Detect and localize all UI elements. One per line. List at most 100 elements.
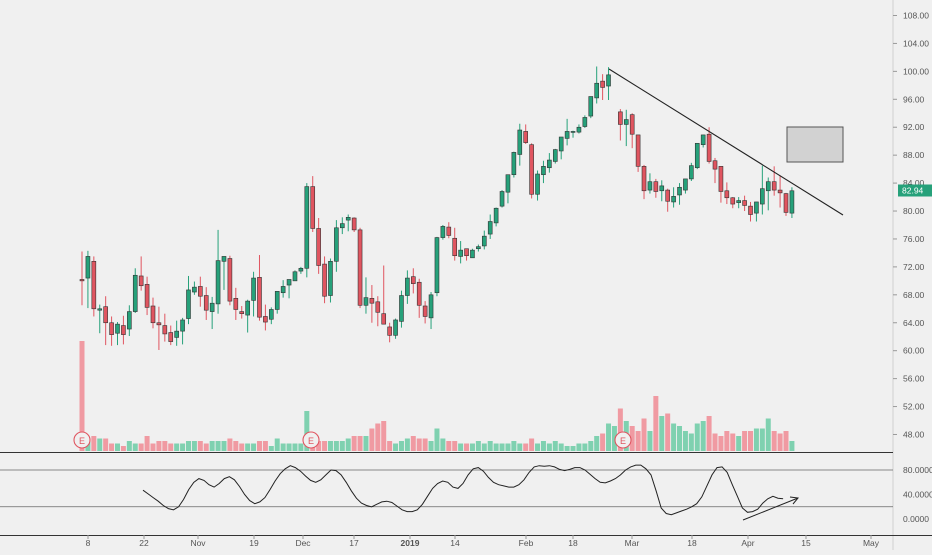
candle — [428, 292, 434, 330]
candle — [547, 153, 552, 173]
candle — [203, 287, 209, 320]
candle-body — [440, 226, 446, 238]
price-tick-label: 56.00 — [903, 374, 925, 384]
volume-bar — [428, 441, 434, 451]
volume-bar — [120, 446, 126, 451]
volume-bar — [759, 428, 765, 451]
arrow-drawing[interactable] — [742, 497, 799, 521]
price-tick-label: 88.00 — [903, 150, 925, 160]
candle-body — [476, 246, 481, 250]
candle-body — [203, 295, 209, 311]
time-tick-label: 2019 — [401, 538, 420, 548]
candle-body — [97, 308, 103, 311]
earnings-marker[interactable]: E — [302, 431, 320, 449]
time-tick-label: Mar — [625, 538, 640, 548]
oscillator-line — [142, 464, 784, 516]
candle — [629, 113, 635, 149]
candle-body — [694, 142, 700, 169]
time-tick-label: 22 — [139, 538, 149, 548]
candle-body — [198, 286, 203, 297]
candle — [641, 164, 647, 200]
trendline-drawing[interactable] — [608, 68, 844, 216]
price-tick-label: 96.00 — [903, 94, 925, 104]
candle — [570, 130, 576, 138]
volume-bar — [464, 443, 470, 451]
volume-bar — [174, 443, 180, 451]
volume-bar — [783, 431, 789, 451]
candle-body — [689, 165, 694, 180]
volume-bar — [286, 443, 292, 451]
price-tick-label: 68.00 — [903, 290, 925, 300]
candle — [789, 187, 795, 219]
candle-body — [789, 190, 795, 214]
candle — [393, 318, 398, 339]
volume-bar — [481, 443, 487, 451]
candle-body — [458, 249, 463, 257]
candle-body — [328, 261, 333, 296]
earnings-marker-circle — [614, 431, 632, 449]
price-tick-label: 104.00 — [903, 38, 929, 48]
candle-body — [511, 152, 517, 176]
candle — [748, 201, 753, 222]
volume-bar — [771, 431, 777, 451]
candle — [647, 173, 653, 194]
rectangle-drawing[interactable] — [786, 126, 844, 163]
candle-body — [760, 188, 765, 205]
earnings-marker[interactable]: E — [614, 431, 632, 449]
candle-body — [381, 313, 387, 325]
volume-bar — [446, 441, 452, 451]
candle-body — [387, 326, 392, 336]
candle — [150, 297, 156, 329]
volume-bar — [168, 443, 174, 451]
volume-bar — [97, 438, 103, 451]
price-tick-label: 60.00 — [903, 346, 925, 356]
candle — [623, 109, 629, 147]
volume-bar — [150, 443, 156, 451]
candle — [292, 270, 298, 282]
volume-bar — [221, 441, 227, 451]
candle-body — [487, 221, 493, 235]
candle-body — [393, 319, 398, 336]
volume-bar — [730, 433, 736, 451]
candle — [694, 142, 700, 170]
volume-bar — [700, 421, 706, 451]
candle-body — [239, 311, 245, 314]
volume-bar — [351, 436, 357, 451]
candle-body — [434, 237, 440, 294]
volume-bar — [718, 436, 724, 451]
volume-bar — [529, 438, 535, 451]
earnings-marker-circle — [73, 431, 91, 449]
volume-bar — [558, 443, 564, 451]
candle-body — [150, 305, 156, 324]
earnings-marker[interactable]: E — [73, 431, 91, 449]
candle-body — [322, 263, 327, 297]
candle-body — [410, 276, 416, 284]
volume-bar — [742, 431, 748, 451]
candle — [777, 175, 783, 208]
volume-bar — [789, 441, 795, 451]
volume-bar — [570, 446, 576, 451]
volume-bar — [487, 441, 493, 451]
candle — [410, 268, 416, 294]
candle — [653, 178, 659, 198]
candle — [351, 217, 357, 232]
candle-body — [286, 279, 292, 286]
price-tick-label: 80.00 — [903, 206, 925, 216]
candle — [558, 136, 564, 160]
candle-body — [221, 256, 227, 262]
volume-bar — [505, 443, 511, 451]
volume-bar — [339, 441, 345, 451]
candle-body — [623, 119, 629, 125]
volume-bar — [239, 443, 245, 451]
candle-body — [464, 248, 469, 257]
oscillator-tick-label: 40.0000 — [903, 490, 932, 500]
time-tick-label: 8 — [86, 538, 91, 548]
candle — [422, 301, 428, 324]
candle — [345, 214, 351, 232]
candle-body — [209, 302, 215, 312]
volume-bar — [410, 436, 416, 451]
candle — [375, 296, 381, 327]
